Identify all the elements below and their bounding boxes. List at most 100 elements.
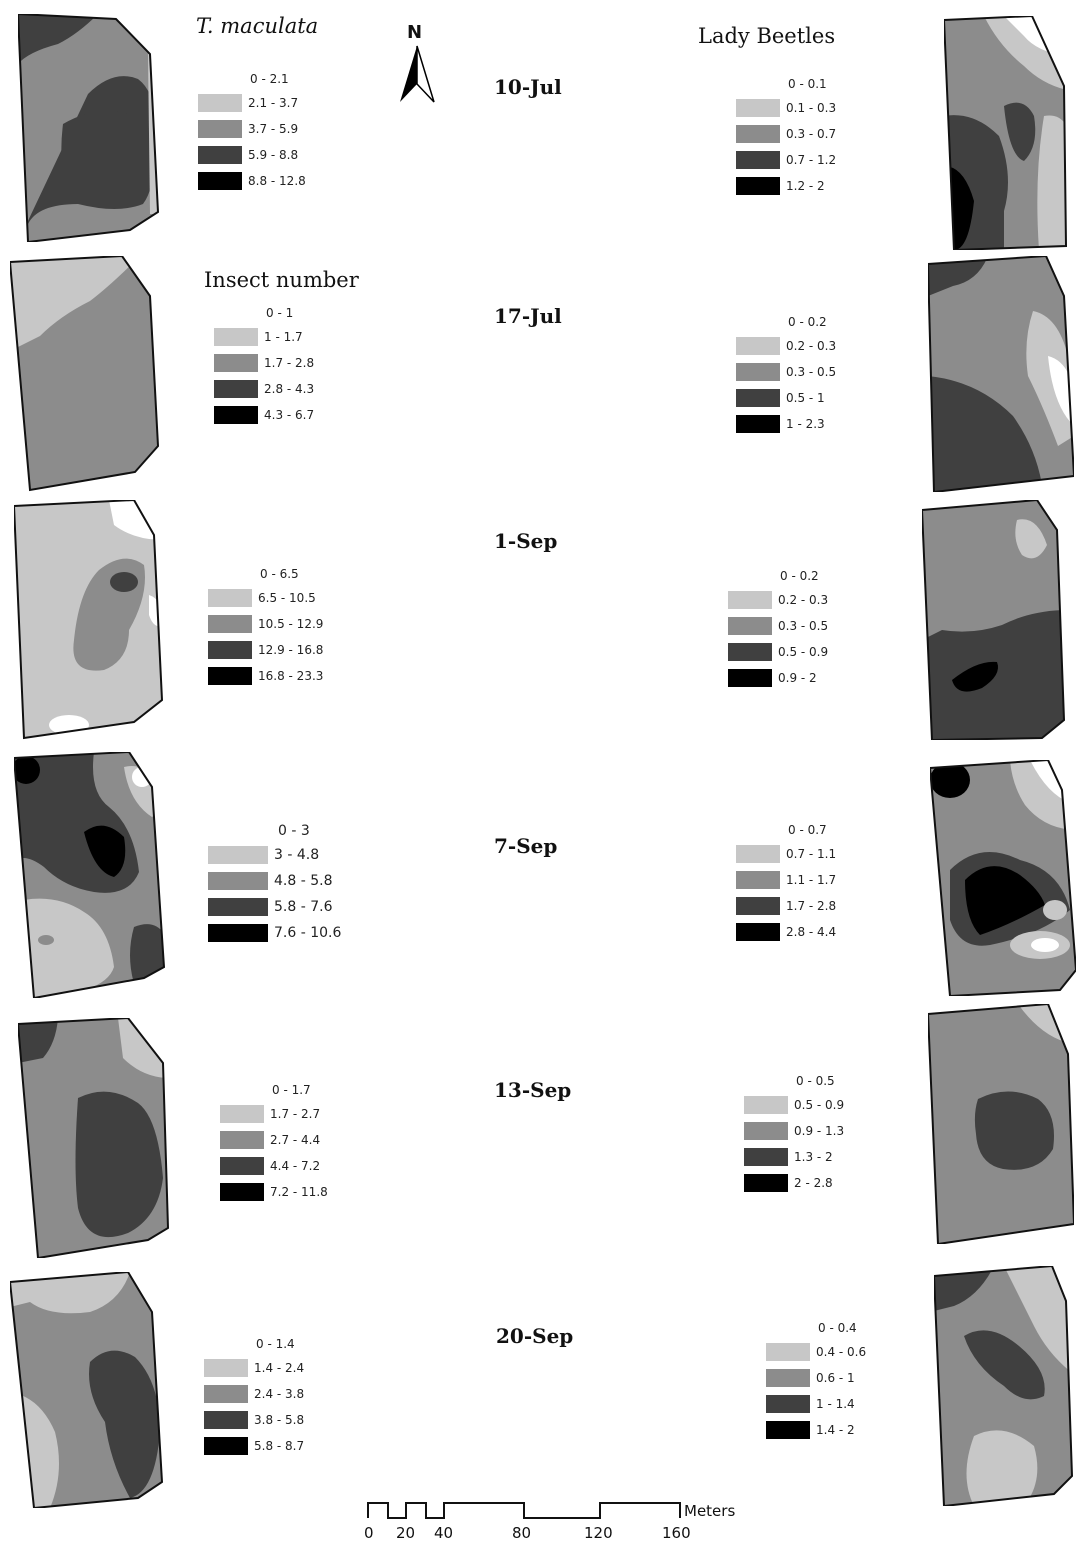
legend-swatch xyxy=(214,328,258,346)
legend-class-label: 0.5 - 0.9 xyxy=(778,645,829,659)
legend-class-label: 16.8 - 23.3 xyxy=(258,669,324,683)
legend-class-label: 0.1 - 0.3 xyxy=(786,101,837,115)
legend-swatch xyxy=(766,1343,810,1361)
legend-class-label: 4.4 - 7.2 xyxy=(270,1159,321,1173)
scale-bar-graphic xyxy=(367,1502,681,1519)
left-map-13-sep xyxy=(18,1018,170,1258)
right-map-7-sep xyxy=(930,760,1076,996)
legend-swatch xyxy=(766,1395,810,1413)
scale-unit: Meters xyxy=(684,1502,736,1520)
legend-class-label: 1.4 - 2.4 xyxy=(254,1361,305,1375)
legend-class-label: 7.2 - 11.8 xyxy=(270,1185,328,1199)
left-legend-17-jul: 0 - 1 1 - 1.7 1.7 - 2.8 2.8 - 4.3 4.3 - … xyxy=(214,302,314,428)
north-label: N xyxy=(407,22,423,43)
legend-class-label: 0 - 6.5 xyxy=(260,567,299,581)
legend-class-label: 2.7 - 4.4 xyxy=(270,1133,321,1147)
legend-class-label: 4.8 - 5.8 xyxy=(274,873,333,889)
legend-swatch xyxy=(736,897,780,915)
left-legend-7-sep: 0 - 3 3 - 4.8 4.8 - 5.8 5.8 - 7.6 7.6 - … xyxy=(208,820,341,946)
scale-tick-label: 120 xyxy=(584,1524,613,1542)
legend-class-label: 0.2 - 0.3 xyxy=(786,339,837,353)
right-map-13-sep xyxy=(928,1004,1074,1244)
legend-swatch xyxy=(208,872,268,890)
right-legend-1-sep: 0 - 0.2 0.2 - 0.3 0.3 - 0.5 0.5 - 0.9 0.… xyxy=(728,565,828,691)
legend-swatch xyxy=(728,669,772,687)
legend-class-label: 5.8 - 8.7 xyxy=(254,1439,305,1453)
left-map-7-sep xyxy=(14,752,166,998)
legend-swatch xyxy=(728,643,772,661)
left-map-1-sep xyxy=(14,500,164,740)
scale-bar: Meters 0 20 40 80 120 160 xyxy=(362,1498,752,1543)
legend-class-label: 2.4 - 3.8 xyxy=(254,1387,305,1401)
legend-class-label: 7.6 - 10.6 xyxy=(274,925,342,941)
legend-class-label: 1 - 1.4 xyxy=(816,1397,855,1411)
right-map-10-jul xyxy=(944,16,1068,250)
legend-swatch xyxy=(744,1122,788,1140)
date-label-7-sep: 7-Sep xyxy=(494,834,558,858)
legend-swatch xyxy=(728,591,772,609)
legend-class-label: 0.3 - 0.5 xyxy=(778,619,829,633)
scale-tick-label: 80 xyxy=(512,1524,532,1542)
left-legend-13-sep: 0 - 1.7 1.7 - 2.7 2.7 - 4.4 4.4 - 7.2 7.… xyxy=(220,1079,328,1205)
legend-class-label: 1 - 1.7 xyxy=(264,330,303,344)
date-label-10-jul: 10-Jul xyxy=(494,75,562,99)
legend-class-label: 2 - 2.8 xyxy=(794,1176,833,1190)
legend-class-label: 3.8 - 5.8 xyxy=(254,1413,305,1427)
legend-class-label: 3 - 4.8 xyxy=(274,847,320,863)
legend-swatch xyxy=(736,415,780,433)
legend-swatch xyxy=(214,406,258,424)
legend-swatch xyxy=(744,1148,788,1166)
legend-swatch xyxy=(204,1385,248,1403)
legend-class-label: 0 - 0.7 xyxy=(788,823,827,837)
right-map-20-sep xyxy=(934,1266,1074,1506)
legend-class-label: 0.7 - 1.1 xyxy=(786,847,837,861)
left-species-heading: T. maculata xyxy=(196,14,319,38)
legend-swatch xyxy=(736,151,780,169)
legend-class-label: 0.4 - 0.6 xyxy=(816,1345,867,1359)
legend-swatch xyxy=(736,845,780,863)
legend-swatch xyxy=(204,1411,248,1429)
north-arrow: N xyxy=(398,22,438,106)
legend-class-label: 1.7 - 2.8 xyxy=(264,356,315,370)
legend-swatch xyxy=(220,1183,264,1201)
north-arrow-icon xyxy=(400,45,435,103)
legend-class-label: 0 - 0.2 xyxy=(788,315,827,329)
legend-swatch xyxy=(208,589,252,607)
legend-class-label: 0 - 1.4 xyxy=(256,1337,295,1351)
scale-tick-label: 40 xyxy=(434,1524,454,1542)
legend-class-label: 1.1 - 1.7 xyxy=(786,873,837,887)
legend-class-label: 5.8 - 7.6 xyxy=(274,899,333,915)
legend-class-label: 1.7 - 2.7 xyxy=(270,1107,321,1121)
legend-swatch xyxy=(736,923,780,941)
date-label-17-jul: 17-Jul xyxy=(494,304,562,328)
legend-swatch xyxy=(736,871,780,889)
legend-swatch xyxy=(736,177,780,195)
legend-class-label: 8.8 - 12.8 xyxy=(248,174,306,188)
left-legend-10-jul: 0 - 2.1 2.1 - 3.7 3.7 - 5.9 5.9 - 8.8 8.… xyxy=(198,68,306,194)
scale-tick-label: 160 xyxy=(662,1524,691,1542)
legend-class-label: 0.6 - 1 xyxy=(816,1371,855,1385)
legend-swatch xyxy=(220,1131,264,1149)
date-label-20-sep: 20-Sep xyxy=(496,1324,574,1348)
legend-swatch xyxy=(220,1105,264,1123)
legend-swatch xyxy=(736,363,780,381)
legend-swatch xyxy=(744,1174,788,1192)
left-map-10-jul xyxy=(18,14,160,242)
legend-swatch xyxy=(766,1369,810,1387)
legend-class-label: 1.3 - 2 xyxy=(794,1150,833,1164)
left-map-20-sep xyxy=(10,1272,164,1508)
legend-class-label: 1.4 - 2 xyxy=(816,1423,855,1437)
right-legend-20-sep: 0 - 0.4 0.4 - 0.6 0.6 - 1 1 - 1.4 1.4 - … xyxy=(766,1317,866,1443)
legend-class-label: 2.8 - 4.4 xyxy=(786,925,837,939)
legend-swatch xyxy=(766,1421,810,1439)
legend-class-label: 0 - 0.5 xyxy=(796,1074,835,1088)
right-map-17-jul xyxy=(928,256,1074,492)
legend-swatch xyxy=(736,125,780,143)
legend-swatch xyxy=(214,354,258,372)
legend-class-label: 0 - 2.1 xyxy=(250,72,289,86)
legend-swatch xyxy=(208,615,252,633)
left-legend-20-sep: 0 - 1.4 1.4 - 2.4 2.4 - 3.8 3.8 - 5.8 5.… xyxy=(204,1333,304,1459)
legend-swatch xyxy=(736,337,780,355)
date-label-1-sep: 1-Sep xyxy=(494,529,558,553)
legend-class-label: 0.5 - 0.9 xyxy=(794,1098,845,1112)
